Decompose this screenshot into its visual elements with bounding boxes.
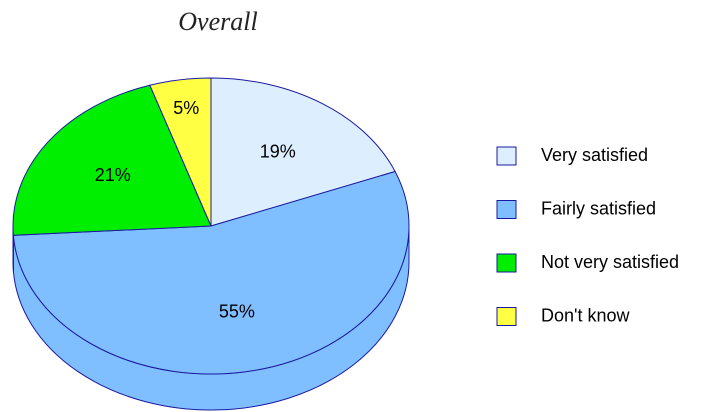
data-label: 19% xyxy=(260,141,296,161)
pie-slice xyxy=(210,77,396,227)
legend-label: Not very satisfied xyxy=(541,252,679,272)
legend-swatch xyxy=(496,307,517,326)
pie-slice xyxy=(12,84,212,236)
legend-label: Fairly satisfied xyxy=(541,198,656,218)
legend-swatch xyxy=(496,253,517,273)
data-label: 5% xyxy=(173,98,199,118)
legend-label: Don't know xyxy=(541,305,630,325)
legend-swatch xyxy=(496,200,517,219)
data-label: 55% xyxy=(219,301,255,321)
pie-slice xyxy=(12,170,410,375)
legend-label: Very satisfied xyxy=(541,145,648,165)
pie-slice xyxy=(149,77,212,227)
data-label: 21% xyxy=(95,165,131,185)
chart-title: Overall xyxy=(178,7,257,36)
legend-swatch xyxy=(496,146,517,166)
